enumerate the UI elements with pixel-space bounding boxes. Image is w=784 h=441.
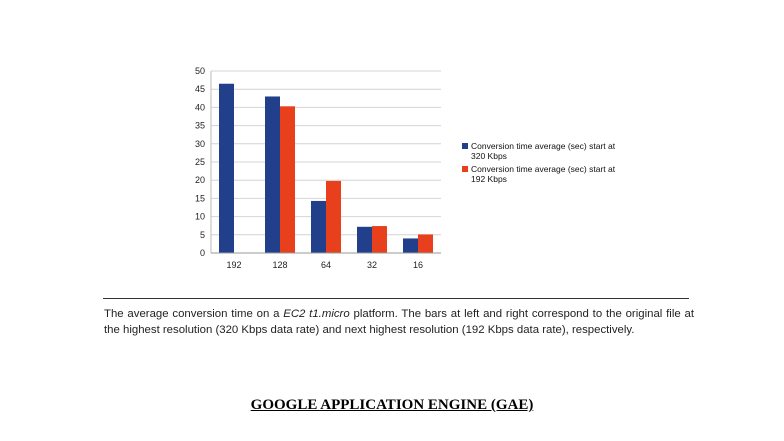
caption-prefix: The average conversion time on a [104,308,284,320]
section-heading: GOOGLE APPLICATION ENGINE (GAE) [250,397,534,413]
bar-192-32 [372,226,387,253]
y-tick-label: 35 [195,121,205,131]
gridlines [211,70,441,254]
y-tick-label: 45 [195,84,205,94]
bar-320-16 [403,238,418,253]
bars [219,83,433,254]
y-tick-label: 20 [195,175,205,185]
y-tick-label: 25 [195,157,205,167]
y-tick-label: 0 [200,248,205,258]
bar-320-128 [265,96,280,253]
legend-swatch-320 [462,143,468,149]
x-axis: 192 128 64 32 16 [211,252,441,270]
y-tick-label: 50 [195,66,205,76]
x-tick-label: 16 [413,260,423,270]
y-tick-label: 10 [195,212,205,222]
x-tick-label: 32 [367,260,377,270]
x-tick-label: 64 [321,260,331,270]
caption-divider [103,298,689,299]
legend-item-320: Conversion time average (sec) start at 3… [462,141,621,161]
figure-caption: The average conversion time on a EC2 t1.… [104,306,694,338]
caption-emphasis: EC2 t1.micro [283,308,350,320]
bar-320-192 [219,83,234,254]
bar-320-64 [311,200,326,253]
chart-legend: Conversion time average (sec) start at 3… [462,141,621,187]
legend-label-192: Conversion time average (sec) start at 1… [471,164,616,184]
legend-label-320: Conversion time average (sec) start at 3… [471,141,616,161]
y-tick-label: 15 [195,193,205,203]
bar-192-128 [280,106,295,253]
y-axis: 0 5 10 15 20 25 30 35 40 45 50 [195,66,212,258]
y-tick-label: 5 [200,230,205,240]
legend-item-192: Conversion time average (sec) start at 1… [462,164,621,184]
bar-chart: 0 5 10 15 20 25 30 35 40 45 50 192 128 64 32 16 [195,66,441,270]
caption-suffix: platform. The bars at left and right cor… [104,308,694,336]
legend-swatch-192 [462,166,468,172]
bar-192-16 [418,234,433,253]
x-tick-label: 128 [272,260,287,270]
x-tick-label: 192 [226,260,241,270]
bar-192-64 [326,180,341,253]
y-tick-label: 40 [195,102,205,112]
y-tick-label: 30 [195,139,205,149]
bar-320-32 [357,226,372,253]
